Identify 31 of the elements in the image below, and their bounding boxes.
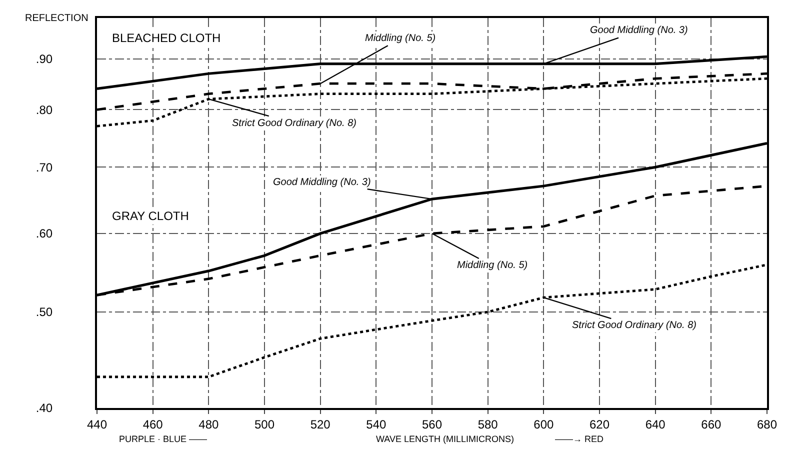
text: ——→ RED: [555, 434, 604, 444]
x-tick-label: 520: [310, 417, 331, 432]
text: Middling (No. 5): [457, 260, 528, 271]
annotation: GRAY CLOTH: [112, 209, 189, 223]
y-tick-label: .70: [36, 160, 53, 174]
annotation: BLEACHED CLOTH: [112, 31, 221, 45]
x-tick-label: 640: [645, 417, 666, 432]
x-tick-label: 540: [366, 417, 386, 432]
text: Good Middling (No. 3): [590, 25, 688, 36]
x-tick-label: 440: [86, 417, 108, 432]
x-tick-label: 580: [478, 417, 498, 432]
y-tick-label: .50: [36, 305, 53, 320]
text: Good Middling (No. 3): [273, 177, 371, 188]
y-axis-title: REFLECTION: [25, 13, 88, 24]
x-tick-label: 460: [142, 417, 164, 432]
x-tick-label: 660: [701, 417, 722, 432]
y-tick-label: .90: [36, 52, 53, 66]
x-tick-label: 480: [198, 417, 219, 432]
text: Middling (No. 5): [365, 33, 436, 44]
x-tick-label: 680: [756, 417, 778, 432]
series-label: Strict Good Ordinary (No. 8): [232, 118, 356, 129]
text: Strict Good Ordinary (No. 8): [572, 320, 696, 331]
y-tick-label: .60: [36, 226, 53, 241]
y-tick-label: .40: [36, 401, 53, 416]
x-tick-label: 600: [534, 417, 554, 432]
x-tick-label: 500: [254, 417, 275, 432]
x-tick-label: 620: [589, 417, 610, 432]
text: PURPLE · BLUE ——: [119, 434, 208, 444]
y-tick-label: .80: [36, 102, 53, 117]
x-tick-label: 560: [422, 417, 442, 432]
x-axis-title: WAVE LENGTH (MILLIMICRONS): [376, 434, 514, 444]
